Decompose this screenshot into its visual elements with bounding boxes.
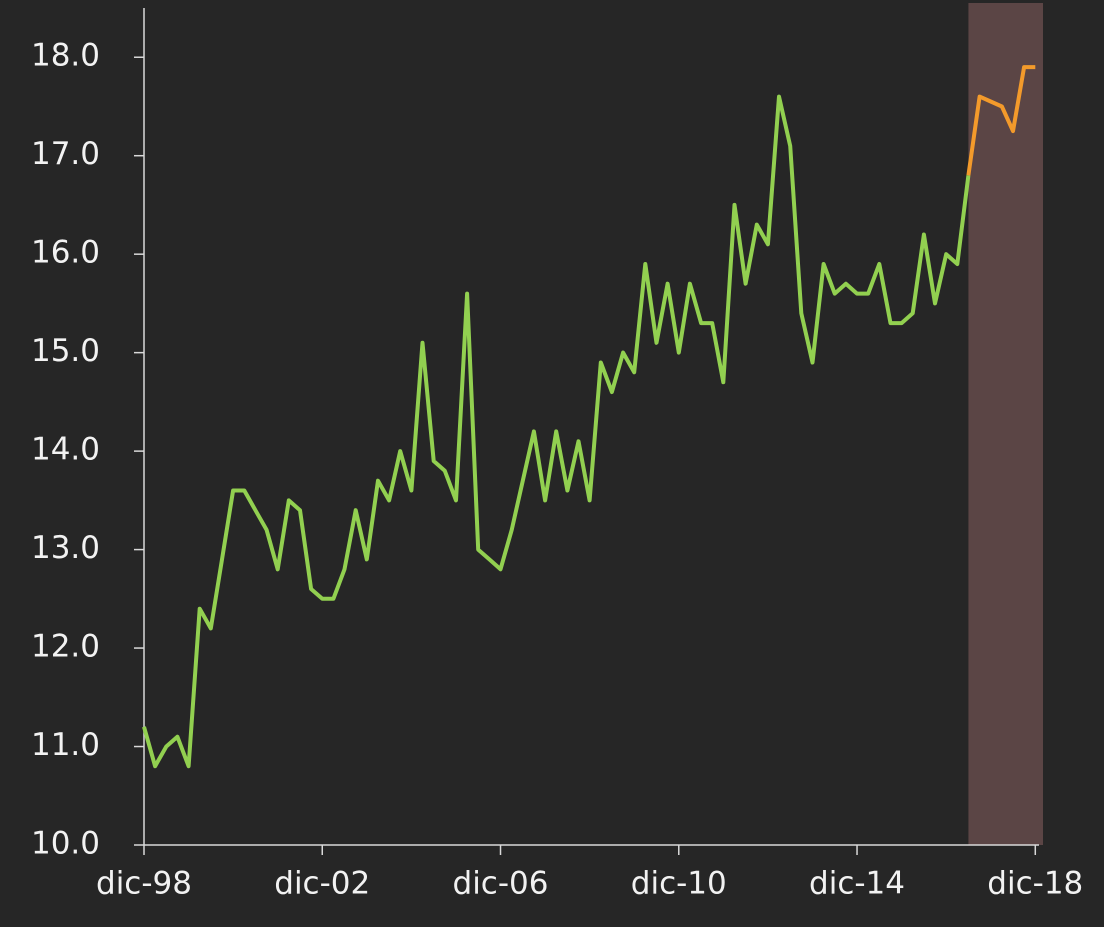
x-tick-label: dic-06 [453, 866, 549, 902]
y-tick-label: 12.0 [31, 629, 100, 665]
y-tick-label: 11.0 [31, 727, 100, 763]
y-tick-label: 13.0 [31, 530, 100, 566]
y-tick-label: 17.0 [31, 136, 100, 172]
x-tick-label: dic-98 [96, 866, 192, 902]
x-tick-label: dic-10 [631, 866, 727, 902]
x-tick-label: dic-14 [809, 866, 905, 902]
x-tick-label: dic-02 [274, 866, 370, 902]
highlight-band [968, 3, 1043, 845]
y-tick-label: 16.0 [31, 235, 100, 271]
y-tick-label: 14.0 [31, 432, 100, 468]
data-line [142, 94, 971, 769]
x-tick-label: dic-18 [987, 866, 1083, 902]
y-tick-label: 10.0 [31, 826, 100, 862]
y-tick-label: 15.0 [31, 333, 100, 369]
y-tick-label: 18.0 [31, 38, 100, 74]
data-line [966, 65, 1036, 176]
